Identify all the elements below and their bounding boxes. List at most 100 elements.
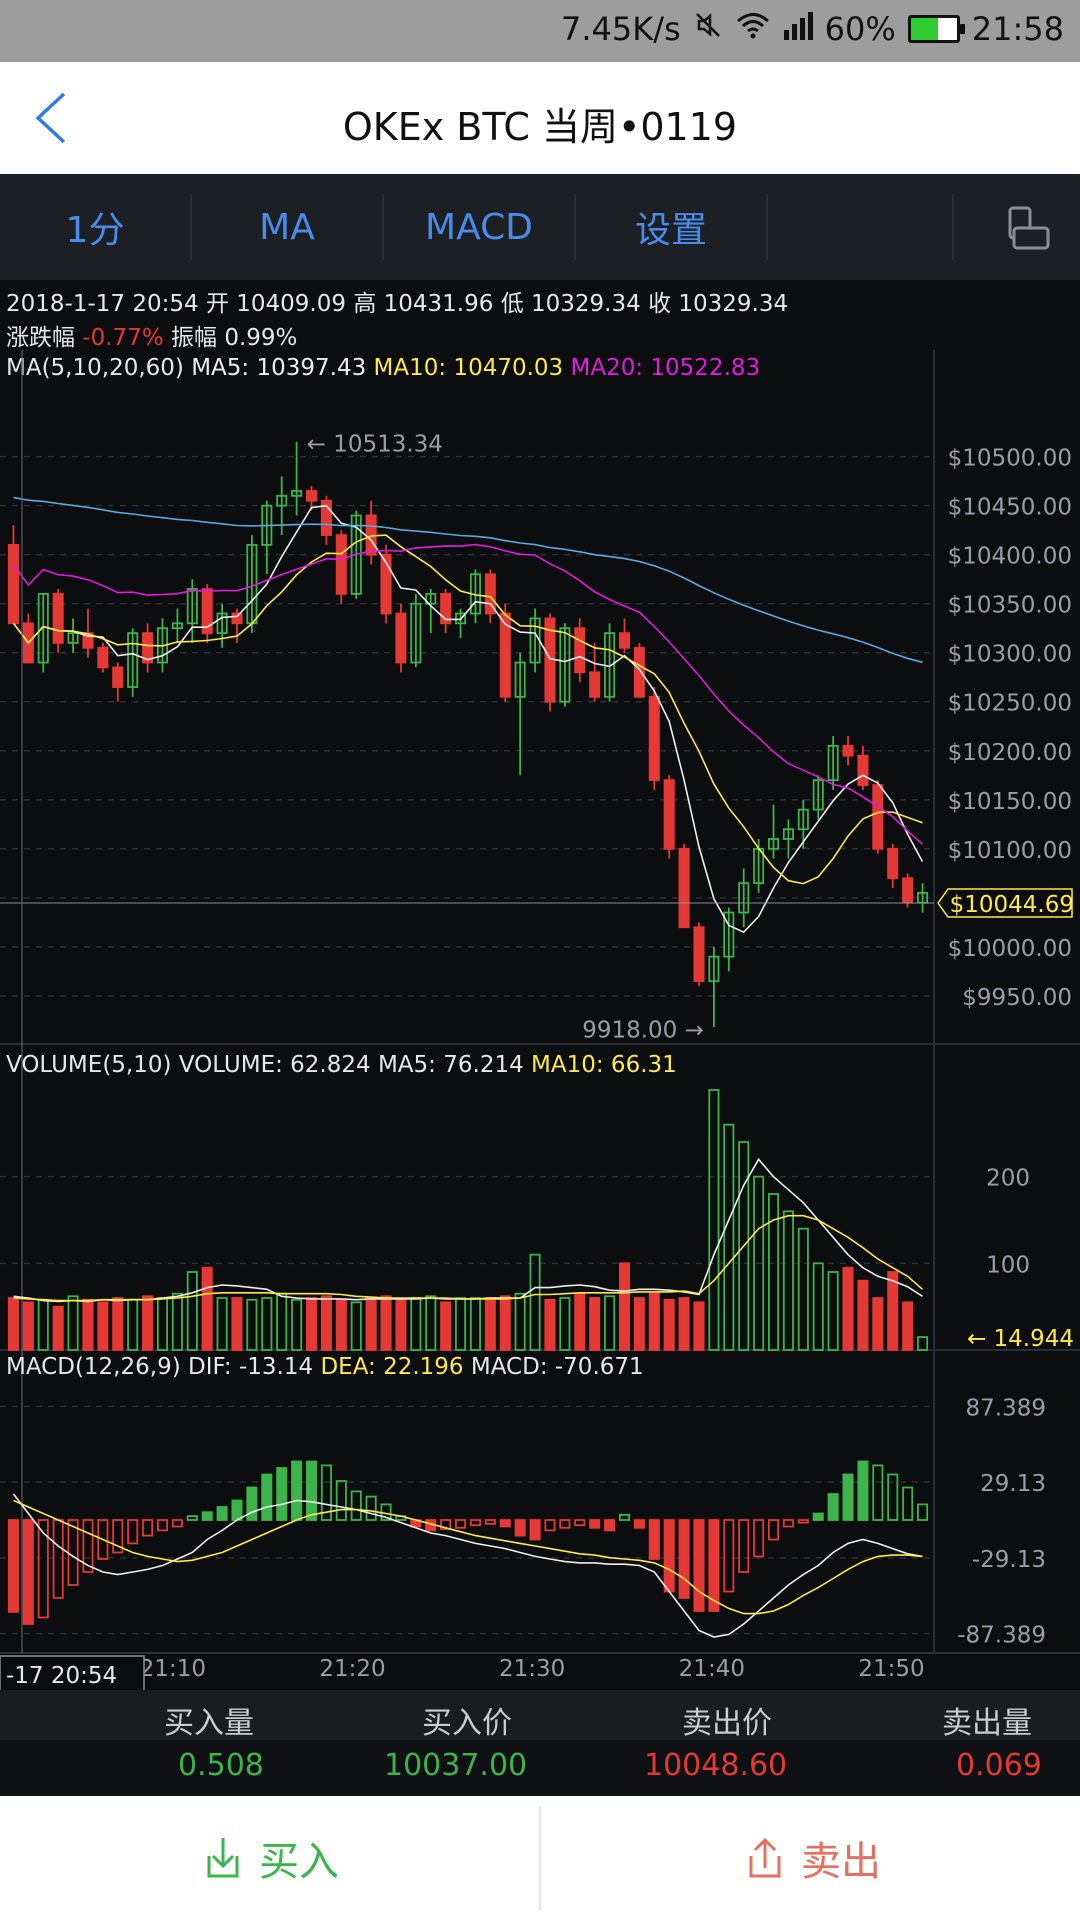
candle [276, 494, 288, 507]
tab-ma[interactable]: MA [259, 206, 315, 248]
rotate-screen-icon [1008, 206, 1050, 250]
volume-bar [291, 1298, 303, 1351]
volume-legend-ma10: MA10: 66.31 [524, 1052, 677, 1078]
macd-bar [276, 1467, 288, 1521]
macd-bar [842, 1473, 854, 1521]
macd-bar [618, 1513, 631, 1521]
price-tick-label: $10350.00 [948, 593, 1072, 619]
macd-bar [171, 1519, 183, 1528]
volume-bar [455, 1297, 467, 1351]
volume-bar [231, 1297, 243, 1351]
rotate-screen-button[interactable] [1004, 204, 1052, 252]
battery-percent: 60% [824, 10, 896, 48]
battery-icon [907, 15, 965, 43]
buy-button[interactable]: 买入 [0, 1796, 538, 1920]
volume-tick-label: 200 [986, 1166, 1030, 1192]
volume-bar [559, 1297, 571, 1351]
volume-bar [201, 1266, 213, 1351]
candle [186, 588, 198, 625]
macd-bar [753, 1519, 765, 1558]
candle [410, 602, 422, 664]
tab-divider [574, 194, 576, 260]
back-button[interactable] [26, 88, 86, 148]
candle [827, 744, 839, 782]
candle [216, 612, 228, 635]
candle [335, 534, 347, 595]
macd-bar [678, 1519, 690, 1599]
price-tick-label: $9950.00 [962, 985, 1072, 1011]
volume-bar [82, 1298, 94, 1351]
macd-bar [37, 1519, 49, 1619]
macd-bar [529, 1519, 541, 1541]
open-label: 开 [205, 291, 229, 317]
volume-bar [22, 1301, 34, 1351]
macd-bar [708, 1519, 720, 1612]
volume-bar [37, 1298, 49, 1351]
macd-bar [648, 1519, 660, 1560]
ask-volume-header: 卖出量 [942, 1706, 1032, 1741]
tab-settings[interactable]: 设置 [634, 210, 707, 251]
buy-label: 买入 [259, 1839, 339, 1885]
cursor-time-box [0, 1655, 145, 1690]
ma60-line [13, 496, 923, 664]
tab-divider [382, 194, 384, 260]
cursor-time-label: -17 20:54 [6, 1663, 117, 1689]
close-value: 10329.34 [678, 291, 789, 317]
change-line: 涨跌幅 -0.77% 振幅 0.99% [6, 318, 297, 352]
volume-bar [708, 1089, 720, 1351]
volume-bar [797, 1227, 809, 1351]
volume-bar [872, 1297, 884, 1351]
volume-bar [738, 1141, 750, 1351]
macd-bar [305, 1460, 318, 1521]
kline-chart[interactable]: $10500.00 $10450.00 $10400.00 $10350.00 $103… [0, 350, 1080, 1690]
candle [142, 632, 154, 664]
candle [723, 911, 735, 958]
volume-bar [186, 1271, 198, 1351]
macd-bar [484, 1519, 496, 1525]
macd-bar [589, 1519, 601, 1529]
candle [902, 877, 914, 904]
volume-bar [753, 1175, 765, 1351]
download-icon [207, 1838, 239, 1878]
candle [52, 592, 64, 644]
volume-bar [678, 1297, 690, 1351]
candle [231, 612, 243, 625]
candle [7, 543, 19, 625]
macd-bar [902, 1486, 914, 1521]
candle [738, 882, 750, 914]
macd-bar [261, 1473, 273, 1521]
candle [797, 808, 809, 831]
volume-bar [171, 1292, 183, 1351]
macd-bar [857, 1460, 869, 1521]
volume-bar [320, 1295, 332, 1351]
action-divider [539, 1806, 541, 1910]
tab-macd[interactable]: MACD [425, 206, 533, 248]
macd-bar [693, 1519, 705, 1612]
volume-bar [604, 1295, 616, 1351]
bid-price-header: 买入价 [422, 1706, 512, 1741]
candle [857, 754, 869, 786]
macd-bar [52, 1519, 64, 1599]
volume-bar [112, 1297, 124, 1351]
action-bar: 买入 卖出 [0, 1796, 1080, 1920]
bid-price: 10037.00 [384, 1748, 528, 1783]
sell-button[interactable]: 卖出 [542, 1796, 1080, 1920]
ma5-line [12, 504, 924, 934]
volume-bar [350, 1301, 362, 1351]
candle [320, 499, 332, 536]
price-tick-label: $10250.00 [948, 691, 1072, 717]
tab-interval[interactable]: 1分 [65, 210, 125, 251]
candle [678, 847, 690, 929]
volume-bar [425, 1295, 437, 1351]
volume-bar [917, 1336, 929, 1351]
volume-bar [574, 1292, 586, 1351]
macd-bar [246, 1486, 258, 1521]
macd-bar [514, 1519, 526, 1537]
ask-price: 10048.60 [644, 1748, 788, 1783]
volume-legend-ma5: MA5: 76.214 [371, 1052, 524, 1078]
volume-bar [156, 1297, 169, 1351]
network-speed: 7.45K/s [560, 10, 681, 48]
macd-bar [350, 1490, 362, 1521]
volume-bar [440, 1301, 452, 1351]
volume-bar [589, 1297, 601, 1351]
